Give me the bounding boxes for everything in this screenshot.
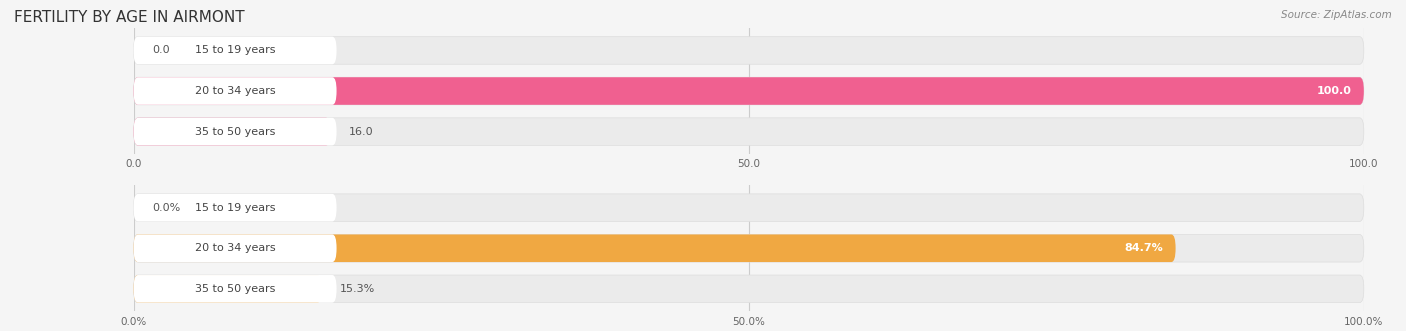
Text: 20 to 34 years: 20 to 34 years <box>195 86 276 96</box>
FancyBboxPatch shape <box>134 77 336 105</box>
Text: 0.0: 0.0 <box>152 45 170 56</box>
FancyBboxPatch shape <box>134 275 1364 303</box>
FancyBboxPatch shape <box>134 234 336 262</box>
Text: FERTILITY BY AGE IN AIRMONT: FERTILITY BY AGE IN AIRMONT <box>14 10 245 25</box>
Text: 35 to 50 years: 35 to 50 years <box>195 126 276 137</box>
FancyBboxPatch shape <box>134 275 322 303</box>
FancyBboxPatch shape <box>134 275 336 303</box>
Text: 16.0: 16.0 <box>349 126 374 137</box>
FancyBboxPatch shape <box>134 118 330 145</box>
FancyBboxPatch shape <box>134 194 336 221</box>
Text: 20 to 34 years: 20 to 34 years <box>195 243 276 253</box>
FancyBboxPatch shape <box>134 77 1364 105</box>
FancyBboxPatch shape <box>134 234 1175 262</box>
Text: 35 to 50 years: 35 to 50 years <box>195 284 276 294</box>
Text: 100.0: 100.0 <box>1316 86 1351 96</box>
FancyBboxPatch shape <box>134 194 1364 221</box>
Text: 84.7%: 84.7% <box>1125 243 1163 253</box>
Text: 15 to 19 years: 15 to 19 years <box>195 45 276 56</box>
Text: 0.0%: 0.0% <box>152 203 180 213</box>
FancyBboxPatch shape <box>134 234 1364 262</box>
Text: 15 to 19 years: 15 to 19 years <box>195 203 276 213</box>
FancyBboxPatch shape <box>134 118 1364 145</box>
Text: Source: ZipAtlas.com: Source: ZipAtlas.com <box>1281 10 1392 20</box>
FancyBboxPatch shape <box>134 37 336 64</box>
FancyBboxPatch shape <box>134 118 336 145</box>
FancyBboxPatch shape <box>134 37 1364 64</box>
Text: 15.3%: 15.3% <box>340 284 375 294</box>
FancyBboxPatch shape <box>134 77 1364 105</box>
